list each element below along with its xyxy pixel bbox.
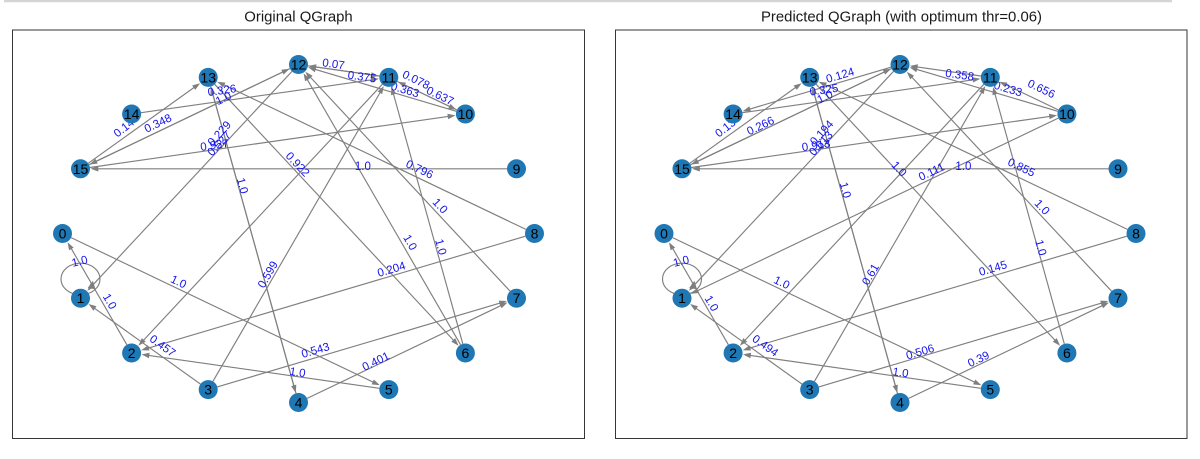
- svg-text:0.358: 0.358: [945, 68, 975, 84]
- svg-text:3: 3: [806, 382, 814, 398]
- svg-text:Predicted QGraph (with optimum: Predicted QGraph (with optimum thr=0.06): [761, 10, 1042, 26]
- svg-text:0: 0: [59, 226, 67, 242]
- svg-text:3: 3: [204, 382, 212, 398]
- svg-text:10: 10: [458, 106, 474, 122]
- svg-text:4: 4: [295, 395, 303, 411]
- svg-text:1.0: 1.0: [289, 366, 307, 380]
- svg-text:1.0: 1.0: [1032, 239, 1048, 258]
- svg-text:0: 0: [660, 226, 668, 242]
- svg-text:15: 15: [674, 161, 690, 177]
- svg-text:Original QGraph: Original QGraph: [244, 10, 352, 26]
- svg-text:2: 2: [128, 345, 136, 361]
- svg-text:1: 1: [77, 290, 85, 306]
- svg-text:8: 8: [1132, 226, 1140, 242]
- svg-text:0.326: 0.326: [207, 83, 237, 99]
- svg-text:6: 6: [1063, 345, 1071, 361]
- svg-text:8: 8: [531, 226, 539, 242]
- svg-text:1.0: 1.0: [432, 238, 448, 257]
- svg-text:14: 14: [124, 106, 140, 122]
- svg-text:4: 4: [896, 395, 904, 411]
- svg-text:9: 9: [1114, 161, 1122, 177]
- svg-text:0.07: 0.07: [321, 57, 345, 72]
- svg-text:0.913: 0.913: [801, 138, 831, 154]
- svg-text:7: 7: [1114, 290, 1122, 306]
- svg-text:9: 9: [513, 161, 521, 177]
- svg-text:12: 12: [892, 57, 908, 73]
- svg-text:1.0: 1.0: [234, 177, 250, 196]
- svg-text:5: 5: [986, 382, 994, 398]
- svg-text:11: 11: [382, 69, 397, 85]
- svg-text:1.0: 1.0: [71, 254, 89, 270]
- svg-text:12: 12: [291, 57, 307, 73]
- svg-text:6: 6: [462, 345, 470, 361]
- svg-text:15: 15: [73, 161, 89, 177]
- svg-text:1: 1: [678, 290, 686, 306]
- svg-text:10: 10: [1059, 106, 1075, 122]
- svg-text:0.927: 0.927: [200, 138, 230, 154]
- svg-text:0.325: 0.325: [809, 83, 839, 99]
- svg-text:13: 13: [200, 69, 216, 85]
- svg-text:14: 14: [725, 106, 741, 122]
- svg-text:7: 7: [513, 290, 521, 306]
- svg-text:13: 13: [802, 69, 818, 85]
- svg-text:11: 11: [983, 69, 998, 85]
- svg-text:1.0: 1.0: [955, 161, 971, 173]
- svg-text:1.0: 1.0: [892, 366, 910, 380]
- svg-text:1.0: 1.0: [355, 161, 371, 173]
- svg-text:1.0: 1.0: [672, 254, 690, 270]
- svg-text:5: 5: [385, 382, 393, 398]
- svg-text:2: 2: [729, 345, 737, 361]
- svg-text:0.375: 0.375: [347, 70, 377, 86]
- svg-text:1.0: 1.0: [837, 181, 853, 200]
